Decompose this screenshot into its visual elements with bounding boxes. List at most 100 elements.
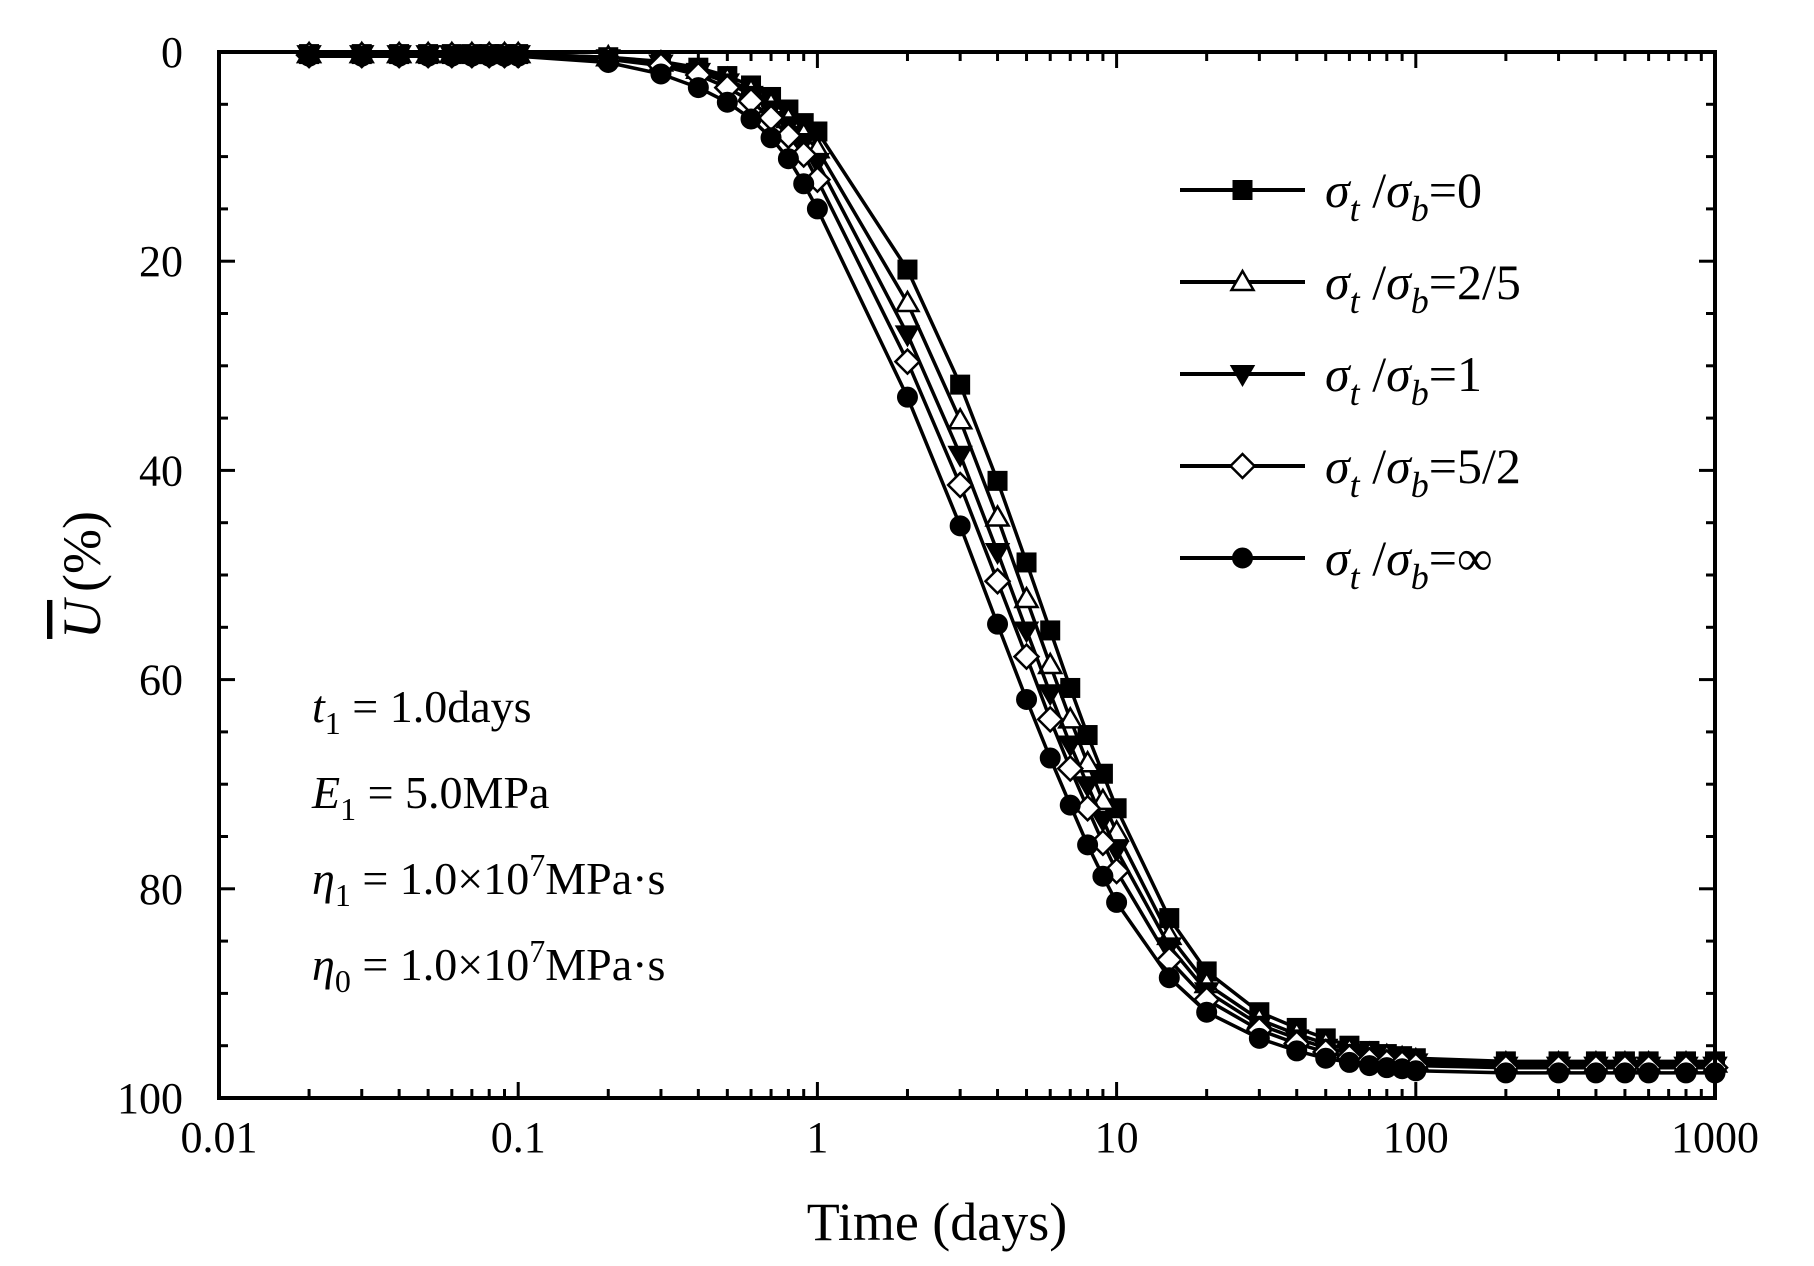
x-axis-title: Time (days) bbox=[807, 1192, 1068, 1252]
legend-sigma: σ bbox=[1386, 438, 1413, 494]
annotation-subscript: 0 bbox=[335, 963, 351, 999]
legend-slash: / bbox=[1360, 530, 1387, 586]
legend-ratio: =0 bbox=[1429, 162, 1482, 218]
series-layer bbox=[295, 40, 1729, 1084]
legend-item: σt /σb=2/5 bbox=[1180, 254, 1521, 321]
data-point bbox=[1012, 642, 1041, 671]
legend-ratio: =∞ bbox=[1429, 530, 1493, 586]
legend-sigma: σ bbox=[1386, 254, 1413, 310]
data-point bbox=[441, 45, 463, 67]
y-tick-label: 20 bbox=[139, 237, 183, 286]
data-point bbox=[1090, 810, 1116, 833]
data-point bbox=[1040, 620, 1061, 641]
legend-ratio: =1 bbox=[1429, 346, 1482, 402]
data-point bbox=[946, 471, 974, 499]
legend-label: σt /σb=∞ bbox=[1325, 530, 1493, 597]
annotation-value: = 5.0MPa bbox=[356, 767, 549, 818]
annotation-unit: MPa·s bbox=[545, 939, 665, 990]
svg-text:U(%): U (%) bbox=[52, 511, 112, 639]
legend-label: σt /σb=5/2 bbox=[1325, 438, 1521, 505]
data-point bbox=[388, 45, 410, 67]
data-point bbox=[983, 567, 1012, 596]
annotation-value: = 1.0days bbox=[341, 681, 532, 732]
data-point bbox=[1315, 1047, 1337, 1069]
annotation-value: = 1.0×10 bbox=[351, 939, 529, 990]
data-point bbox=[507, 45, 529, 67]
data-point bbox=[760, 127, 782, 149]
x-tick-label: 1000 bbox=[1671, 1113, 1759, 1162]
data-point bbox=[351, 45, 373, 67]
legend-subscript: b bbox=[1411, 465, 1429, 505]
annotation-value: = 1.0×10 bbox=[351, 853, 529, 904]
data-point bbox=[1074, 749, 1101, 773]
annotation-superscript: 7 bbox=[529, 847, 545, 883]
data-point bbox=[893, 347, 922, 376]
legend-subscript: t bbox=[1350, 465, 1361, 505]
legend-subscript: t bbox=[1350, 373, 1361, 413]
data-point bbox=[1638, 1062, 1660, 1084]
data-point bbox=[1338, 1051, 1360, 1073]
data-point bbox=[1358, 1055, 1380, 1077]
y-axis-title: U (%) bbox=[52, 511, 112, 639]
data-point bbox=[1614, 1062, 1636, 1084]
data-point bbox=[1548, 1062, 1570, 1084]
legend-subscript: b bbox=[1411, 189, 1429, 229]
data-point bbox=[1013, 585, 1040, 609]
data-point bbox=[1229, 268, 1256, 292]
data-point bbox=[1228, 452, 1257, 480]
annotation-unit: MPa·s bbox=[545, 853, 665, 904]
y-tick-label: 40 bbox=[139, 446, 183, 495]
data-point bbox=[894, 289, 921, 313]
legend-sigma: σ bbox=[1386, 346, 1413, 402]
y-axis-unit: (%) bbox=[52, 511, 112, 592]
legend-slash: / bbox=[1360, 346, 1387, 402]
data-point bbox=[1196, 1001, 1218, 1023]
data-point bbox=[1059, 794, 1081, 816]
legend-subscript: t bbox=[1350, 189, 1361, 229]
data-point bbox=[897, 259, 918, 280]
annotation-symbol: t bbox=[312, 681, 326, 732]
annotation-symbol: η bbox=[312, 939, 335, 990]
data-point bbox=[1037, 651, 1064, 675]
legend-sigma: σ bbox=[1386, 162, 1413, 218]
y-axis-symbol: U bbox=[52, 597, 112, 639]
legend-label: σt /σb=0 bbox=[1325, 162, 1482, 229]
data-point bbox=[1286, 1040, 1308, 1062]
data-point bbox=[946, 406, 974, 430]
legend-label: σt /σb=2/5 bbox=[1325, 254, 1521, 321]
y-tick-label: 100 bbox=[117, 1074, 183, 1123]
annotation-symbol: E bbox=[311, 767, 340, 818]
data-point bbox=[950, 374, 971, 395]
data-point bbox=[1232, 180, 1253, 200]
legend-item: σt /σb=5/2 bbox=[1180, 438, 1521, 505]
annotation-superscript: 7 bbox=[529, 933, 545, 969]
data-point bbox=[1039, 747, 1061, 769]
data-point bbox=[894, 325, 921, 348]
plot-frame bbox=[217, 50, 1717, 1100]
data-point bbox=[947, 445, 973, 468]
legend-sigma: σ bbox=[1325, 530, 1352, 586]
data-point bbox=[1077, 834, 1099, 856]
legend-sigma: σ bbox=[1386, 530, 1413, 586]
data-point bbox=[740, 108, 762, 130]
data-point bbox=[1057, 705, 1084, 729]
annotation-subscript: 1 bbox=[335, 877, 351, 913]
annotation-symbol: η bbox=[312, 853, 335, 904]
data-point bbox=[1158, 967, 1180, 989]
data-point bbox=[687, 77, 709, 99]
legend-subscript: b bbox=[1411, 557, 1429, 597]
annotation-line: t1 = 1.0days bbox=[312, 681, 532, 741]
data-point bbox=[650, 63, 672, 85]
y-tick-label: 60 bbox=[139, 656, 183, 705]
data-point bbox=[777, 148, 799, 170]
data-point bbox=[1077, 725, 1098, 746]
legend-sigma: σ bbox=[1325, 162, 1352, 218]
data-point bbox=[1037, 684, 1063, 707]
legend-subscript: t bbox=[1350, 281, 1361, 321]
x-tick-label: 10 bbox=[1095, 1113, 1139, 1162]
data-point bbox=[1106, 891, 1128, 913]
data-point bbox=[1056, 754, 1085, 783]
